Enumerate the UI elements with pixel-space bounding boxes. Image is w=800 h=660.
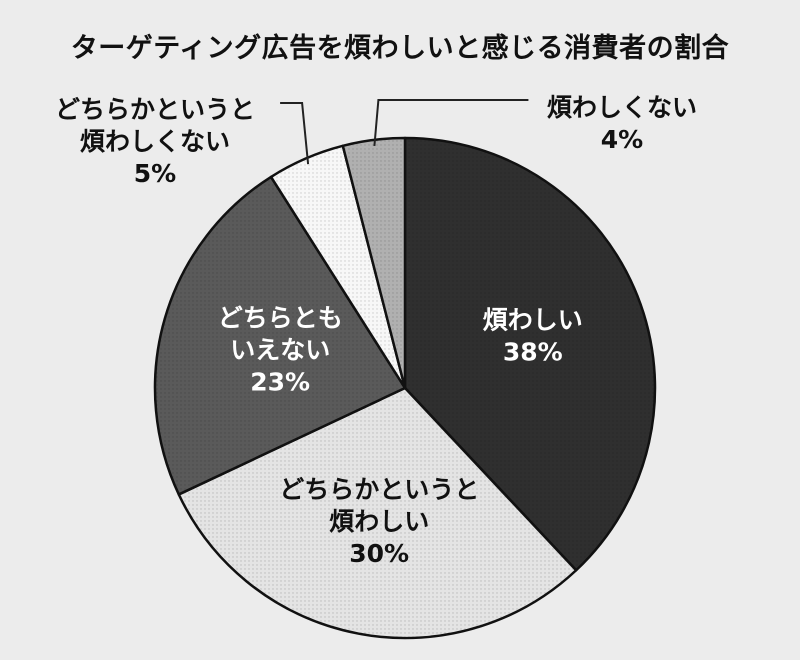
pie-slice-texture-2 bbox=[178, 388, 577, 639]
slice-value-label-5: 4% bbox=[601, 125, 643, 154]
pie-slice-texture-5 bbox=[342, 138, 405, 388]
slice-value-label-4: 5% bbox=[134, 159, 176, 188]
pie-slices bbox=[153, 136, 657, 640]
chart-title: ターゲティング広告を煩わしいと感じる消費者の割合 bbox=[70, 33, 730, 64]
slice-category-label-1: 煩わしい bbox=[483, 305, 583, 334]
leader-line-4 bbox=[280, 102, 310, 165]
slice-value-label-2: 30% bbox=[349, 539, 409, 568]
slice-category-label-2: どちらかというと bbox=[279, 475, 479, 504]
pie-slice-texture-1 bbox=[405, 138, 656, 571]
slice-labels: 煩わしい38%どちらかというと煩わしい30%どちらともいえない23%どちらかとい… bbox=[55, 93, 697, 568]
slice-category-label-4: どちらかというと bbox=[55, 95, 255, 124]
slice-category-label-2: 煩わしい bbox=[329, 507, 429, 536]
slice-value-label-1: 38% bbox=[503, 337, 563, 366]
slice-category-label-5: 煩わしくない bbox=[547, 93, 697, 122]
slice-value-label-3: 23% bbox=[250, 368, 310, 397]
slice-category-label-3: いえない bbox=[230, 336, 330, 365]
slice-category-label-4: 煩わしくない bbox=[80, 127, 230, 156]
pie-slice-texture-4 bbox=[271, 145, 405, 388]
leader-lines bbox=[280, 99, 529, 165]
leader-line-5 bbox=[373, 99, 529, 146]
pie-slice-texture-3 bbox=[154, 176, 405, 495]
slice-category-label-3: どちらとも bbox=[218, 304, 343, 333]
